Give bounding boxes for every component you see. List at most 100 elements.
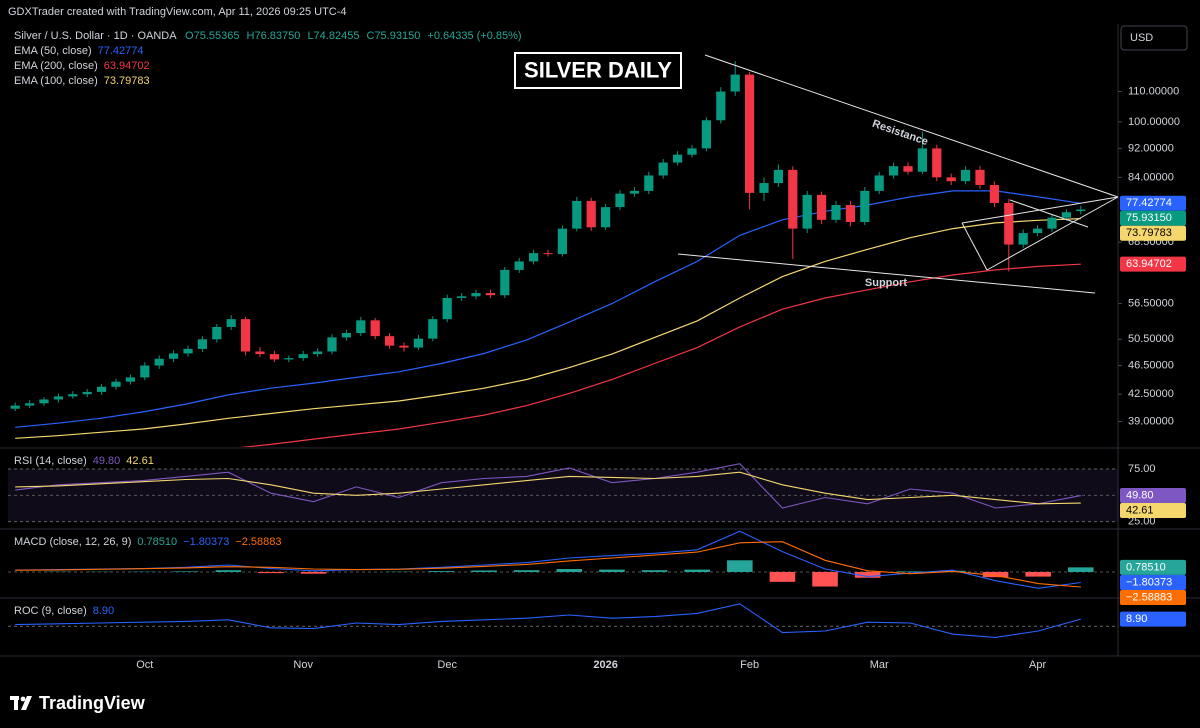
legend-value: 8.90: [93, 605, 114, 617]
indicator-line: [15, 541, 1081, 588]
histogram-bar: [428, 571, 455, 572]
candle-body: [341, 333, 352, 338]
price-pane: [10, 61, 1086, 447]
candle-body: [730, 74, 740, 92]
x-tick-label: 2026: [593, 659, 617, 671]
indicator-line: [15, 603, 1081, 638]
legend-value: −2.58883: [235, 536, 281, 548]
candle-body: [1018, 233, 1028, 245]
pane-legend: EMA (100, close) 73.79783: [14, 75, 150, 87]
candle-body: [140, 365, 150, 378]
price-badge: [1120, 488, 1186, 504]
candle-body: [471, 293, 481, 297]
y-tick-label: 46.50000: [1128, 359, 1174, 371]
currency-box[interactable]: [1120, 25, 1188, 51]
histogram-bar: [215, 570, 242, 572]
candle-body: [586, 200, 596, 228]
y-tick-label: 25.00: [1128, 516, 1156, 528]
currency[interactable]: USD: [1130, 32, 1153, 44]
candle-body: [557, 228, 568, 255]
pane-title: ROC (9, close): [14, 605, 87, 617]
candle-body: [701, 120, 712, 149]
candle-body: [485, 293, 496, 296]
histogram-bar: [258, 571, 284, 574]
candle-body: [816, 194, 827, 220]
candle-body: [183, 348, 193, 354]
y-tick-label: 39.00000: [1128, 415, 1174, 427]
candle-body: [874, 175, 884, 191]
price-badge-label: 8.90: [1126, 613, 1147, 625]
histogram-bar: [513, 570, 540, 572]
candle-body: [802, 194, 812, 229]
candle-body: [600, 207, 611, 228]
price-badge-label: 77.42774: [1126, 197, 1172, 209]
candle-body: [168, 353, 179, 359]
pane-legend: RSI (14, close) 49.80 42.61: [14, 455, 154, 467]
pane-legend: ROC (9, close) 8.90: [14, 605, 114, 617]
price-badge-label: 42.61: [1126, 504, 1154, 516]
legend-value: 49.80: [93, 455, 121, 467]
candle-body: [284, 358, 294, 360]
histogram-bar: [599, 569, 625, 572]
x-tick-label: Apr: [1029, 659, 1046, 671]
legend-value: 73.79783: [104, 75, 150, 87]
candle-body: [255, 351, 265, 355]
candle-body: [903, 166, 913, 172]
y-tick-label: 75.00: [1128, 463, 1156, 475]
candle-body: [53, 396, 64, 400]
ema-line: [15, 190, 1081, 428]
candle-body: [975, 169, 985, 186]
price-badge: [1120, 611, 1186, 627]
x-tick-label: Mar: [870, 659, 889, 671]
price-badge-label: 0.78510: [1126, 561, 1166, 573]
candle-body: [946, 177, 956, 182]
candle-body: [514, 261, 524, 270]
candle-body: [154, 358, 164, 366]
wedge-left: [961, 222, 988, 271]
histogram-bar: [471, 570, 497, 572]
y-tick-label: 100.00000: [1128, 116, 1180, 128]
candle-body: [212, 326, 222, 340]
histogram-bar: [172, 571, 199, 572]
x-tick-label: Feb: [740, 659, 759, 671]
logo[interactable]: TradingView: [39, 693, 146, 713]
chart-title: SILVER DAILY: [524, 57, 672, 82]
high-value: H76.83750: [247, 30, 301, 42]
candle-body: [1032, 228, 1043, 234]
price-badge: [1120, 256, 1186, 272]
annotation: Support: [865, 277, 907, 289]
candle-body: [1047, 217, 1057, 229]
legend-value: 77.42774: [98, 45, 144, 57]
wedge-bottom: [986, 196, 1119, 271]
candle-body: [773, 169, 784, 184]
candle-body: [960, 169, 971, 182]
indicator-panes: [8, 463, 1118, 638]
histogram-bar: [641, 570, 668, 572]
candle-body: [428, 319, 438, 339]
wedge-inner: [1009, 199, 1089, 228]
pane-legend: EMA (200, close) 63.94702: [14, 60, 150, 72]
candle-body: [644, 175, 654, 191]
candle-body: [240, 319, 251, 352]
symbol-legend: Silver / U.S. Dollar · 1D · OANDA O75.55…: [14, 30, 522, 42]
open-value: O75.55365: [185, 30, 239, 42]
histogram-bar: [684, 569, 710, 572]
candle-body: [327, 337, 337, 352]
candle-body: [24, 403, 35, 406]
candle-body: [932, 148, 942, 178]
ema-line: [239, 263, 1081, 447]
y-tick-label: 50.50000: [1128, 333, 1174, 345]
price-badge-label: 63.94702: [1126, 258, 1172, 270]
histogram-bar: [727, 560, 753, 572]
candle-body: [716, 91, 726, 121]
change-value: +0.64335 (+0.85%): [427, 30, 521, 42]
candle-body: [356, 320, 366, 334]
candle-body: [226, 319, 236, 327]
histogram-bar: [812, 571, 838, 587]
candle-body: [831, 205, 841, 220]
price-badge: [1120, 589, 1186, 605]
candle-body: [845, 205, 856, 223]
indicator-line: [15, 471, 1081, 505]
candle-body: [10, 405, 20, 409]
